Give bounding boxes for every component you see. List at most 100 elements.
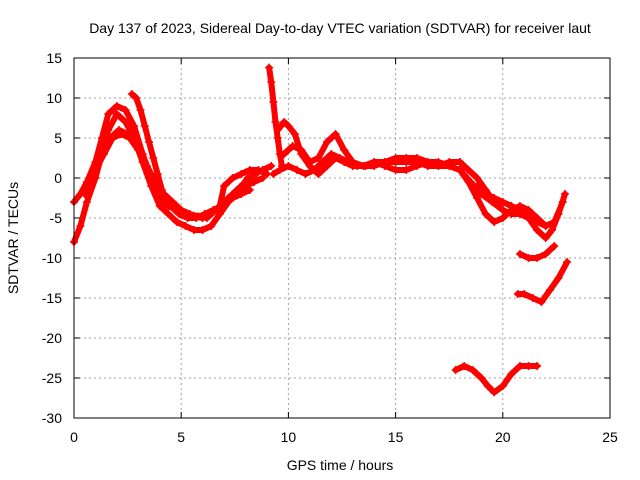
data-point-plus [402, 154, 411, 162]
data-point-plus [507, 202, 516, 210]
x-tick-label: 20 [495, 429, 511, 445]
data-point-plus [112, 110, 121, 118]
data-point-plus [76, 222, 85, 230]
data-point-plus [269, 170, 278, 178]
y-tick-label: -25 [42, 370, 62, 386]
data-point-plus [370, 162, 379, 170]
y-tick-label: 0 [54, 170, 62, 186]
data-point-plus [310, 166, 319, 174]
data-point-plus [507, 210, 516, 218]
data-point-plus [172, 218, 181, 226]
data-point-plus [237, 170, 246, 178]
data-point-plus [125, 134, 134, 142]
series-track-e [127, 90, 166, 194]
data-point-plus [413, 154, 422, 162]
data-point-plus [490, 194, 499, 202]
data-point-plus [537, 298, 546, 306]
data-point-plus [305, 158, 314, 166]
plot-frame [73, 57, 611, 419]
data-point-plus [391, 154, 400, 162]
axis-ticks: 0 5 10 15 20 25 -30 -25 -20 -15 -10 -5 0 5 10 15 [42, 50, 618, 445]
data-point-plus [168, 198, 177, 206]
data-point-plus [142, 162, 151, 170]
data-point-plus [533, 362, 542, 370]
data-point-plus [541, 222, 550, 230]
data-point-plus [273, 134, 282, 142]
data-point-plus [554, 274, 563, 282]
data-point-plus [127, 90, 136, 98]
data-point-plus [177, 206, 186, 214]
data-point-plus [483, 382, 492, 390]
data-point-plus [490, 218, 499, 226]
data-point-plus [273, 126, 282, 134]
data-point-plus [149, 154, 158, 162]
y-tick-label: -5 [50, 210, 63, 226]
data-point-plus [402, 166, 411, 174]
data-point-plus [533, 226, 542, 234]
data-point-plus [473, 194, 482, 202]
series-trail [452, 363, 541, 396]
y-tick-label: -30 [42, 410, 62, 426]
data-point-plus [271, 118, 280, 126]
data-point-plus [267, 78, 276, 86]
y-axis-title: SDTVAR / TECUs [5, 182, 21, 294]
data-point-plus [490, 388, 499, 397]
data-point-plus [202, 214, 211, 222]
data-point-plus [524, 214, 533, 222]
series-track-f [215, 166, 271, 210]
data-point-plus [554, 210, 563, 218]
data-point-plus [132, 94, 141, 102]
data-point-plus [237, 190, 246, 198]
data-point-plus [288, 142, 297, 150]
data-point-plus [243, 174, 252, 182]
data-point-plus [104, 110, 113, 118]
chart-title: Day 137 of 2023, Sidereal Day-to-day VTE… [89, 20, 591, 36]
data-point-plus [280, 118, 289, 126]
data-point-plus [181, 222, 190, 230]
data-point-plus [473, 174, 482, 182]
data-point-plus [413, 162, 422, 170]
data-point-plus [164, 210, 173, 218]
data-point-plus [269, 98, 278, 106]
data-point-plus [155, 202, 164, 210]
data-point-plus [481, 210, 490, 218]
data-point-plus [82, 198, 91, 206]
data-point-plus [331, 130, 340, 138]
x-tick-label: 0 [70, 429, 78, 445]
data-point-plus [520, 290, 529, 298]
data-point-plus [250, 178, 259, 186]
data-point-plus [464, 166, 473, 174]
data-point-plus [314, 170, 323, 178]
data-point-plus [560, 190, 569, 198]
data-point-plus [301, 170, 310, 178]
data-point-plus [91, 166, 100, 174]
x-tick-label: 15 [388, 429, 404, 445]
data-point-plus [434, 162, 443, 170]
data-point-plus [473, 182, 482, 190]
data-point-plus [284, 122, 293, 130]
data-point-plus [498, 198, 507, 206]
data-point-plus [515, 250, 524, 258]
data-point-plus [477, 374, 486, 382]
data-point-plus [117, 130, 126, 138]
data-point-plus [121, 118, 130, 126]
data-point-plus [228, 174, 237, 182]
data-point-plus [215, 210, 224, 218]
data-point-plus [220, 182, 229, 190]
data-point-plus [136, 106, 145, 114]
data-point-plus [121, 106, 130, 114]
data-point-plus [157, 186, 166, 194]
data-series [70, 63, 572, 397]
data-point-plus [185, 210, 194, 218]
data-point-plus [451, 366, 460, 374]
data-point-plus [541, 250, 550, 258]
data-point-plus [359, 162, 368, 170]
data-point-plus [228, 194, 237, 202]
data-point-plus [322, 138, 331, 146]
data-point-plus [108, 134, 117, 142]
x-axis-title: GPS time / hours [287, 457, 394, 473]
data-point-plus [498, 206, 507, 214]
data-point-plus [322, 162, 331, 170]
